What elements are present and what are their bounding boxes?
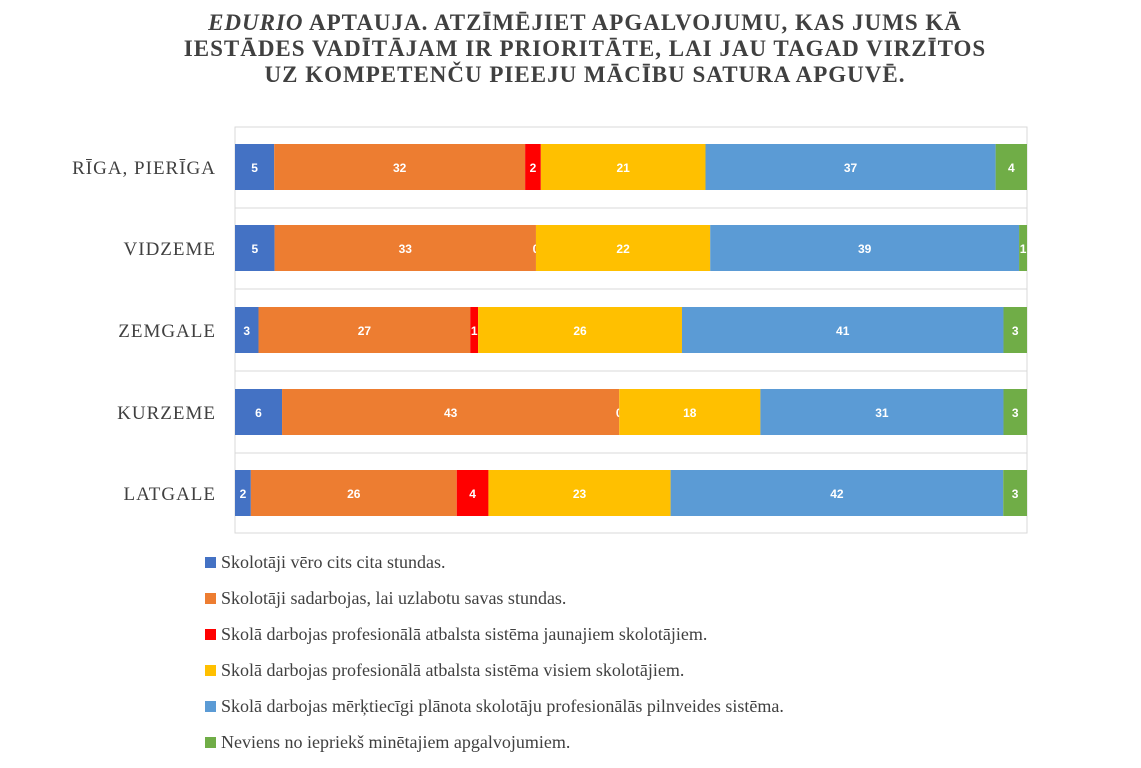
bar-data-label: 42 xyxy=(830,487,844,501)
legend: Skolotāji vēro cits cita stundas. Skolotā… xyxy=(205,544,1105,760)
legend-item: Neviens no iepriekš minētajiem apgalvoju… xyxy=(205,724,1105,760)
legend-label: Skolā darbojas mērķtiecīgi plānota skolo… xyxy=(221,695,784,716)
bar-segment xyxy=(535,225,711,271)
chart-title-line-1-rest: APTAUJA. ATZĪMĒJIET APGALVOJUMU, KAS JUM… xyxy=(303,10,962,35)
legend-label: Skolotāji sadarbojas, lai uzlabotu savas… xyxy=(221,587,567,608)
bar-segment xyxy=(525,144,541,190)
stacked-bar-chart: 5322213745330223913271264136430183132264… xyxy=(72,126,1028,534)
bar-data-label: 21 xyxy=(616,161,630,175)
bar-segment xyxy=(710,225,1020,271)
bar-data-label: 4 xyxy=(469,487,476,501)
bar-segment xyxy=(235,225,275,271)
bar-segment xyxy=(274,225,536,271)
legend-swatch xyxy=(205,664,216,676)
bar-segment xyxy=(1003,389,1027,435)
legend-label: Skolā darbojas profesionālā atbalsta sis… xyxy=(221,623,708,644)
bar-data-label: 27 xyxy=(358,324,372,338)
bar-data-label: 3 xyxy=(1012,406,1019,420)
legend-swatch xyxy=(205,736,216,748)
bar-segment xyxy=(235,307,259,353)
bar-segment xyxy=(282,389,620,435)
chart-title-brand: EDURIO xyxy=(208,10,304,35)
category-label: KURZEME xyxy=(117,403,216,424)
bar-segment xyxy=(1003,307,1027,353)
bar-data-label: 31 xyxy=(875,406,889,420)
category-labels: RĪGA, PIERĪGA VIDZEME ZEMGALE KURZEME LATGAL… xyxy=(72,158,216,505)
bar-data-label: 23 xyxy=(573,487,587,501)
bar-data-label: 26 xyxy=(573,324,587,338)
bar-data-label: 26 xyxy=(347,487,361,501)
bar-segment xyxy=(274,144,526,190)
bar-segment xyxy=(235,470,251,516)
legend-swatch xyxy=(205,628,216,640)
bar-segment xyxy=(1003,470,1027,516)
bar-data-label: 6 xyxy=(255,406,262,420)
bar-data-label: 32 xyxy=(393,161,407,175)
bar-segment xyxy=(488,470,671,516)
bar-segment xyxy=(456,470,489,516)
legend-item: Skolotāji sadarbojas, lai uzlabotu savas… xyxy=(205,580,1105,616)
bar-data-label: 5 xyxy=(251,242,258,256)
bar-data-label: 37 xyxy=(844,161,858,175)
chart-title-line-3: UZ KOMPETENČU PIEEJU MĀCĪBU SATURA APGUV… xyxy=(264,62,906,87)
bar-data-label: 4 xyxy=(1008,161,1015,175)
category-label: RĪGA, PIERĪGA xyxy=(72,158,216,179)
bar-data-label: 41 xyxy=(836,324,850,338)
bar-segment xyxy=(258,307,471,353)
chart-title-line-1: EDURIO APTAUJA. ATZĪMĒJIET APGALVOJUMU, … xyxy=(0,10,1141,36)
bars-layer: 5322213745330223913271264136430183132264… xyxy=(235,144,1027,516)
bar-segment xyxy=(670,470,1004,516)
category-label: ZEMGALE xyxy=(118,321,216,342)
bar-segment xyxy=(540,144,706,190)
legend-label: Skolā darbojas profesionālā atbalsta sis… xyxy=(221,659,685,680)
bar-data-label: 3 xyxy=(243,324,250,338)
bar-data-label: 2 xyxy=(240,487,247,501)
bar-data-label: 33 xyxy=(399,242,413,256)
bar-data-label: 5 xyxy=(251,161,258,175)
bar-segment xyxy=(995,144,1027,190)
bar-segment xyxy=(760,389,1004,435)
legend-item: Skolā darbojas profesionālā atbalsta sis… xyxy=(205,652,1105,688)
legend-item: Skolā darbojas mērķtiecīgi plānota skolo… xyxy=(205,688,1105,724)
legend-item: Skolotāji vēro cits cita stundas. xyxy=(205,544,1105,580)
legend-swatch xyxy=(205,700,216,712)
legend-label: Neviens no iepriekš minētajiem apgalvoju… xyxy=(221,731,571,752)
legend-item: Skolā darbojas profesionālā atbalsta sis… xyxy=(205,616,1105,652)
bar-data-label: 1 xyxy=(1020,242,1027,256)
bar-segment xyxy=(1019,225,1027,271)
bar-data-label: 1 xyxy=(471,324,478,338)
chart-title: EDURIO APTAUJA. ATZĪMĒJIET APGALVOJUMU, … xyxy=(0,10,1141,88)
legend-label: Skolotāji vēro cits cita stundas. xyxy=(221,551,446,572)
chart-title-line-2: IESTĀDES VADĪTĀJAM IR PRIORITĀTE, LAI JA… xyxy=(183,36,987,61)
bar-data-label: 3 xyxy=(1012,324,1019,338)
bar-data-label: 3 xyxy=(1012,487,1019,501)
bar-segment xyxy=(470,307,479,353)
legend-swatch xyxy=(205,556,216,568)
category-label: VIDZEME xyxy=(124,239,216,260)
bar-segment xyxy=(235,144,275,190)
category-label: LATGALE xyxy=(124,484,216,505)
bar-segment xyxy=(250,470,457,516)
legend-swatch xyxy=(205,592,216,604)
bar-data-label: 2 xyxy=(530,161,537,175)
bar-segment xyxy=(681,307,1004,353)
bar-segment xyxy=(235,389,283,435)
bar-data-label: 43 xyxy=(444,406,458,420)
bar-segment xyxy=(478,307,682,353)
bar-segment xyxy=(705,144,996,190)
bar-segment xyxy=(619,389,761,435)
bar-data-label: 39 xyxy=(858,242,872,256)
bar-data-label: 22 xyxy=(616,242,630,256)
bar-data-label: 18 xyxy=(683,406,697,420)
